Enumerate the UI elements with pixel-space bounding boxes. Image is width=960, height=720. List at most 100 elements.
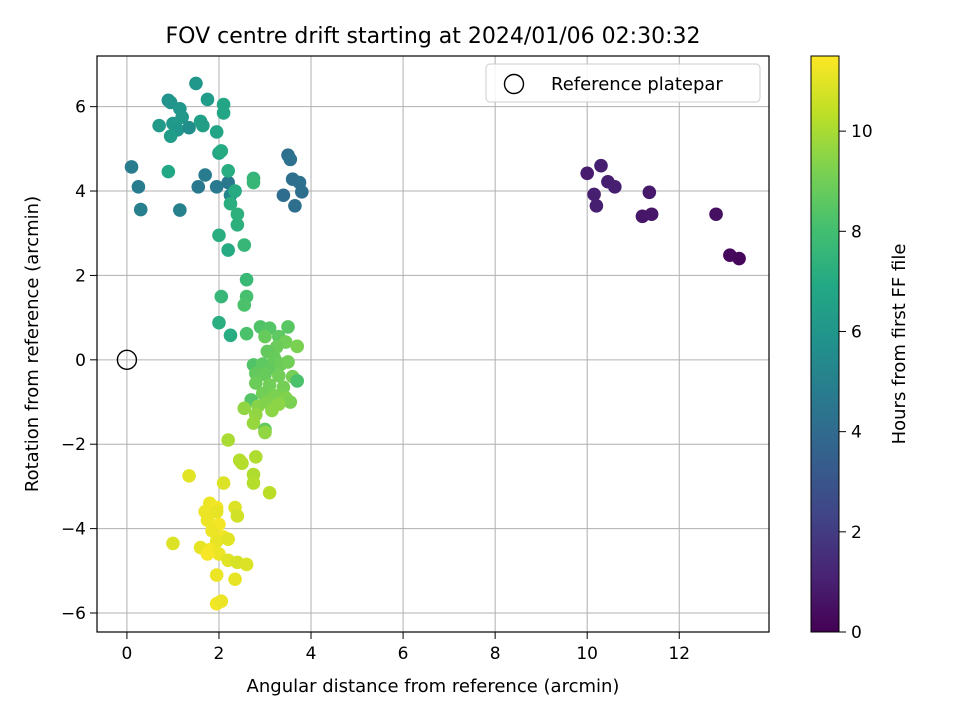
data-point [214, 144, 229, 158]
data-point [221, 163, 235, 178]
data-point [248, 450, 263, 464]
data-point [642, 185, 657, 200]
data-point [191, 180, 206, 194]
data-point [209, 180, 224, 194]
legend: Reference platepar [485, 63, 761, 103]
data-point [196, 118, 210, 133]
colorbar-tick-label: 2 [851, 523, 862, 543]
data-point [290, 339, 305, 354]
y-axis-ticks: −6 −4 −2 0 2 4 6 [61, 98, 97, 624]
data-point [223, 328, 238, 343]
data-point [288, 199, 302, 213]
data-point [295, 185, 309, 199]
data-point [198, 168, 212, 182]
x-tick-label: 12 [668, 644, 690, 664]
data-point [221, 433, 235, 447]
data-point [209, 125, 224, 139]
data-point [283, 395, 298, 409]
data-point [133, 202, 148, 217]
data-point [230, 217, 245, 232]
data-point [161, 164, 176, 179]
data-point [230, 509, 245, 523]
data-point [276, 188, 291, 203]
data-point [152, 118, 166, 133]
data-point [248, 376, 263, 390]
x-tick-label: 4 [306, 644, 317, 664]
data-point [608, 180, 622, 194]
data-point [209, 504, 224, 519]
data-point [281, 320, 295, 334]
colorbar-tick-label: 8 [851, 222, 862, 242]
data-point [239, 557, 254, 572]
data-point [587, 187, 601, 202]
y-tick-label: −2 [61, 435, 86, 455]
x-axis-label: Angular distance from reference (arcmin) [247, 676, 620, 697]
data-point [258, 367, 272, 382]
data-point [239, 272, 254, 287]
colorbar-tick-label: 10 [851, 122, 873, 142]
data-point [223, 196, 238, 211]
reference-marker [116, 349, 138, 371]
data-point [246, 175, 261, 190]
data-point [258, 329, 272, 344]
data-point [262, 485, 277, 500]
data-point [163, 129, 178, 143]
data-point [237, 238, 252, 252]
data-point [221, 243, 235, 257]
chart-title: FOV centre drift starting at 2024/01/06 … [166, 24, 701, 49]
legend-box [485, 63, 761, 103]
data-point [644, 207, 659, 222]
y-tick-label: 0 [75, 351, 86, 371]
colorbar-tick-label: 0 [851, 623, 862, 643]
data-point [200, 547, 215, 561]
y-tick-label: −4 [61, 520, 86, 540]
data-point [209, 568, 224, 582]
x-tick-label: 0 [122, 644, 133, 664]
data-point [235, 456, 249, 471]
data-point [189, 76, 203, 91]
data-point [182, 120, 196, 135]
x-tick-label: 6 [398, 644, 409, 664]
data-point [709, 207, 723, 222]
y-tick-label: 2 [75, 266, 86, 286]
y-tick-label: −6 [61, 604, 86, 624]
data-point [246, 476, 261, 490]
data-point [173, 203, 187, 217]
data-point [732, 251, 746, 266]
data-point [221, 532, 235, 546]
legend-entry-reference: Reference platepar [551, 74, 723, 95]
data-point [212, 315, 226, 330]
data-point [237, 298, 252, 312]
data-point [228, 572, 242, 587]
data-point [214, 289, 229, 304]
colorbar-label: Hours from first FF file [889, 244, 910, 445]
data-point [228, 184, 242, 198]
plot-frame [96, 55, 770, 633]
data-point [166, 536, 180, 551]
data-point [290, 374, 305, 388]
x-tick-label: 8 [490, 644, 501, 664]
data-point [216, 476, 231, 490]
scatter-points [124, 76, 746, 611]
colorbar-tick-label: 6 [851, 322, 862, 342]
colorbar-ticks: 0 2 4 6 8 10 [839, 122, 873, 643]
data-point [281, 355, 295, 369]
data-point [237, 401, 252, 416]
data-point [258, 425, 272, 440]
data-point [272, 369, 286, 383]
data-point [200, 92, 215, 107]
data-point [131, 180, 146, 194]
x-tick-label: 2 [214, 644, 225, 664]
data-point [589, 199, 604, 213]
data-point [276, 380, 291, 395]
y-tick-label: 6 [75, 98, 86, 118]
data-point [246, 416, 261, 430]
data-point [216, 106, 231, 120]
data-point [283, 152, 298, 167]
y-tick-label: 4 [75, 182, 86, 202]
data-point [124, 160, 139, 174]
colorbar-tick-label: 4 [851, 423, 862, 443]
reference-platepar-marker [116, 349, 138, 371]
data-point [239, 326, 254, 341]
